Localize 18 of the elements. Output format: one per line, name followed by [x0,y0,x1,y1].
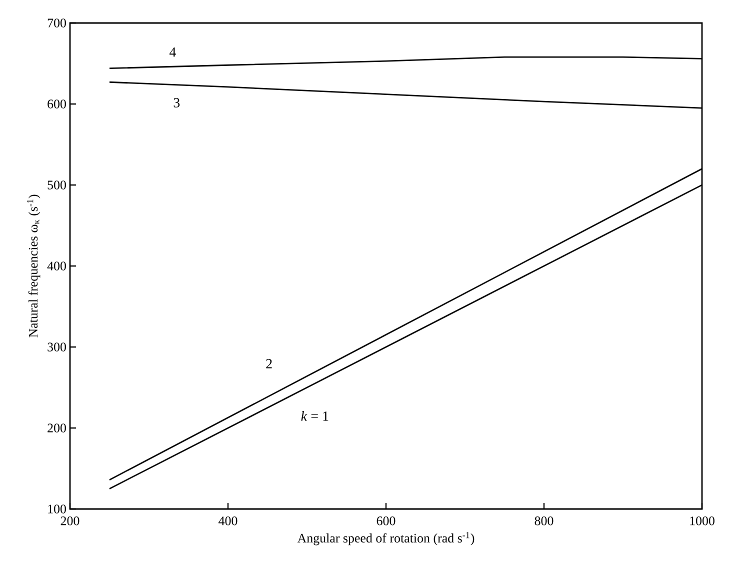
y-tick-label: 300 [48,342,66,352]
series-label: 3 [174,98,180,108]
series-label: k = 1 [301,411,328,421]
x-axis-title: Angular speed of rotation (rad s$^{-1}$) [297,532,474,546]
y-tick-label: 400 [47,262,66,270]
x-tick-label: 200 [60,516,80,526]
y-tick-label: 700 [48,18,66,28]
series-label: 4 [169,47,176,57]
x-tick-label: 1000 [690,516,714,526]
y-tick-label: 100 [48,504,66,514]
series-label: 2 [266,359,272,368]
y-axis-title: Natural frequencies ω$_{κ}$ (s$^{-1}$) [27,194,40,338]
x-tick-label: 600 [376,516,396,526]
y-tick-label: 200 [48,424,66,432]
x-tick-label: 800 [534,516,554,526]
y-tick-label: 600 [48,100,66,108]
x-tick-label: 400 [218,516,238,526]
y-tick-label: 500 [48,180,66,190]
